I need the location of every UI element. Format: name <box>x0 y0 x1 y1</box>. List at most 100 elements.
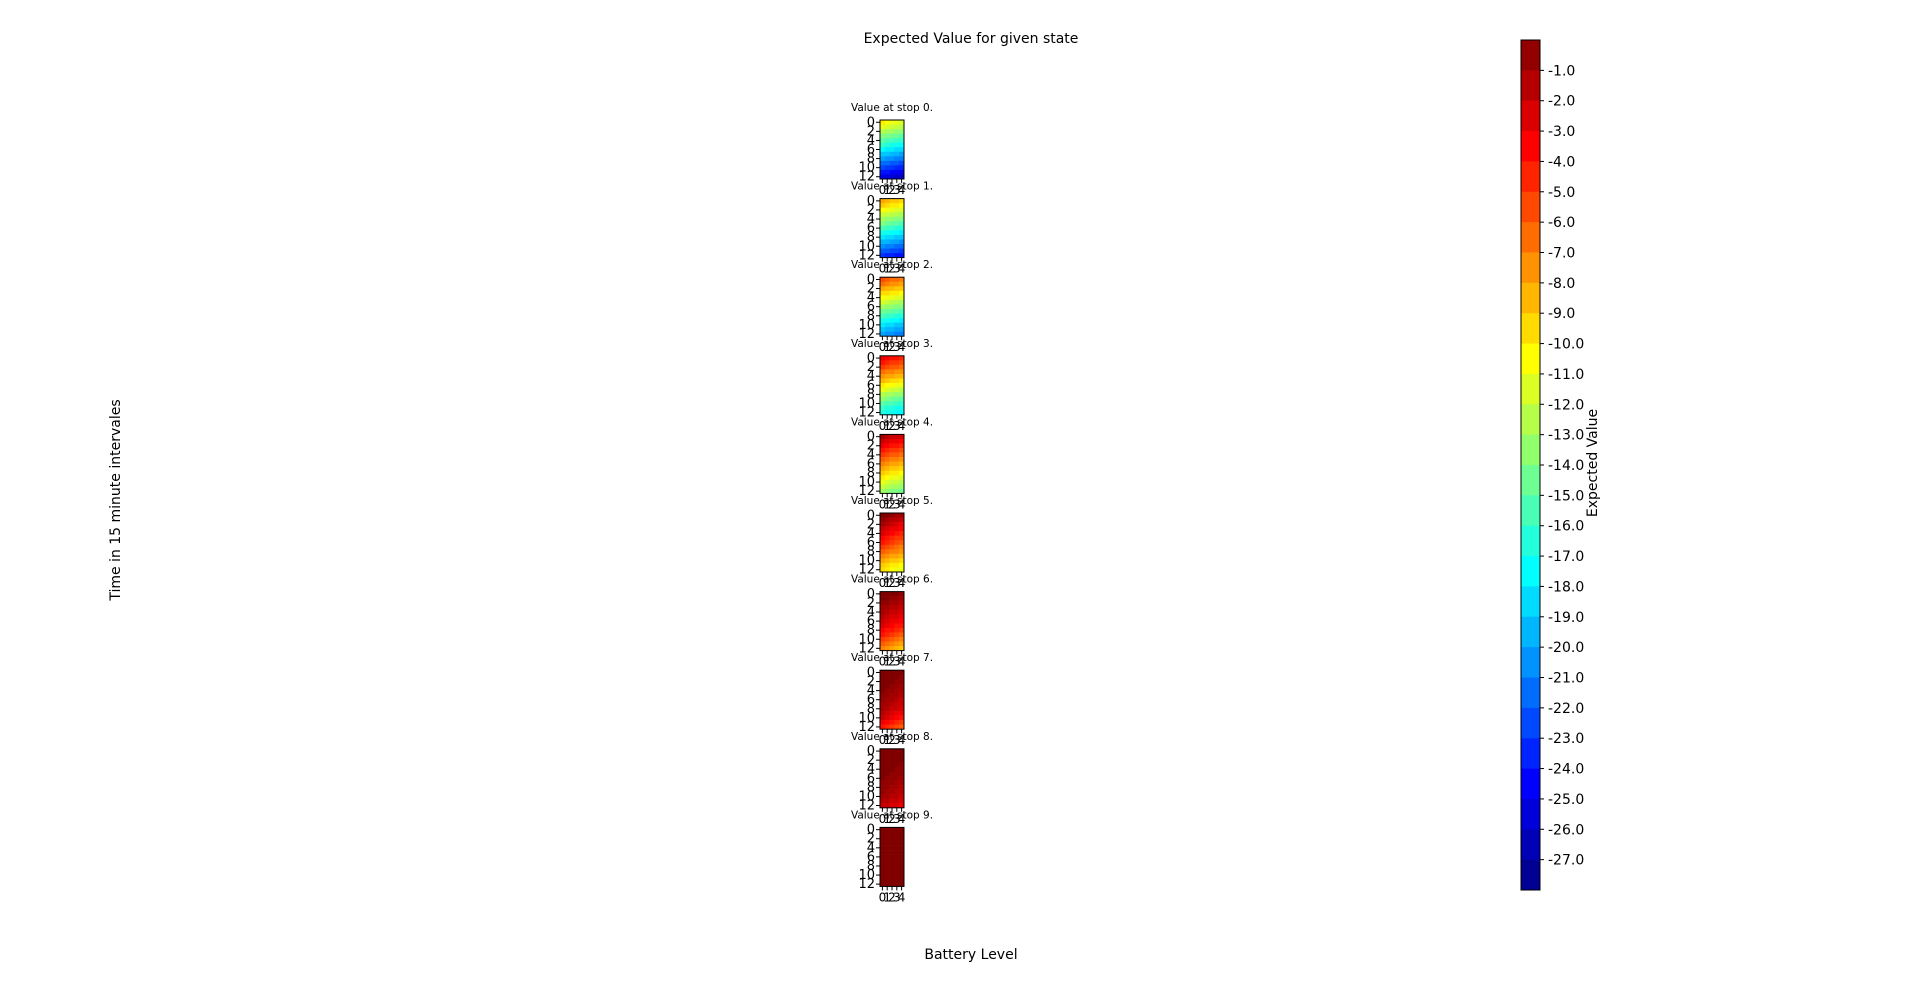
colorbar-segment <box>1521 616 1540 648</box>
heatmap-cell <box>894 147 900 153</box>
colorbar-label: Expected Value <box>1585 409 1601 517</box>
heatmap-cell <box>899 646 905 651</box>
heatmap-cell <box>884 410 890 416</box>
y-tick-label: 4 <box>867 605 875 620</box>
heatmap-cell <box>880 526 886 532</box>
heatmap-cell <box>880 401 886 407</box>
x-tick-label: 1 <box>883 812 891 826</box>
heatmap-cell <box>880 253 886 258</box>
x-tick-label: 1 <box>883 419 891 433</box>
heatmap-cell <box>894 753 900 759</box>
x-tick-label: 0 <box>879 183 887 197</box>
heatmap-cell <box>889 318 895 323</box>
panel-title: Value at stop 7. <box>851 652 933 664</box>
heatmap-cell <box>899 230 905 236</box>
heatmap-cell <box>889 531 895 536</box>
y-tick-label: 10 <box>858 239 875 254</box>
heatmap-cell <box>894 461 900 467</box>
y-tick-label: 0 <box>867 823 875 838</box>
heatmap-cell <box>899 766 905 772</box>
heatmap-cell <box>884 859 890 865</box>
heatmap-cell <box>880 239 886 245</box>
heatmap-cell <box>880 327 886 332</box>
heatmap-cell <box>880 683 886 689</box>
heatmap-cell <box>899 540 905 546</box>
heatmap-cell <box>889 517 895 523</box>
heatmap-cell <box>899 331 905 337</box>
heatmap-cell <box>889 872 895 878</box>
heatmap-cell <box>894 836 900 842</box>
heatmap-cell <box>889 160 895 166</box>
heatmap-cell <box>894 881 900 887</box>
heatmap-cell <box>889 766 895 772</box>
heatmap-cell <box>880 142 886 148</box>
heatmap-cell <box>899 443 905 449</box>
y-tick-label: 8 <box>867 230 875 245</box>
heatmap-cell <box>884 225 890 231</box>
x-tick-label: 0 <box>879 576 887 590</box>
heatmap-cell <box>880 522 886 527</box>
x-tick-label: 0 <box>879 812 887 826</box>
heatmap-cell <box>894 627 900 633</box>
heatmap-cell <box>894 609 900 615</box>
heatmap-cell <box>880 850 886 855</box>
heatmap-cell <box>889 313 895 319</box>
heatmap-cell <box>894 646 900 651</box>
x-tick-label: 3 <box>893 262 901 276</box>
colorbar-tick-label: -24.0 <box>1548 762 1584 778</box>
heatmap-cell <box>889 299 895 305</box>
heatmap-cell <box>899 290 905 296</box>
heatmap-cell <box>884 216 890 222</box>
heatmap-cell <box>899 129 905 134</box>
heatmap-cell <box>884 692 890 698</box>
x-tick-label: 0 <box>879 655 887 669</box>
heatmap-cell <box>899 771 905 777</box>
panel-title: Value at stop 0. <box>851 102 933 114</box>
heatmap-cell <box>889 549 895 555</box>
heatmap-cell <box>899 221 905 227</box>
colorbar-tick-label: -2.0 <box>1548 94 1575 110</box>
heatmap-cell <box>884 544 890 550</box>
heatmap-cell <box>880 156 886 162</box>
colorbar-tick-label: -14.0 <box>1548 458 1584 474</box>
heatmap-cell <box>889 138 895 143</box>
heatmap-cell <box>884 239 890 245</box>
heatmap-cell <box>889 706 895 712</box>
colorbar-segment <box>1521 798 1540 830</box>
colorbar-segment <box>1521 647 1540 678</box>
heatmap-cell <box>884 124 890 130</box>
heatmap-cell <box>880 711 886 716</box>
heatmap-cell <box>899 364 905 370</box>
heatmap-cell <box>894 798 900 804</box>
heatmap-cell <box>880 562 886 568</box>
heatmap-cell <box>894 859 900 865</box>
y-tick-label: 12 <box>858 799 875 814</box>
heatmap-cell <box>889 854 895 860</box>
y-tick-label: 8 <box>867 309 875 324</box>
heatmap-cell <box>884 331 890 337</box>
heatmap-cell <box>884 614 890 620</box>
heatmap-cell <box>880 147 886 153</box>
heatmap-cell <box>894 369 900 375</box>
heatmap-cell <box>894 457 900 462</box>
heatmap-cell <box>889 544 895 550</box>
heatmap-cell <box>884 711 890 716</box>
heatmap-cell <box>880 803 886 809</box>
figure-title: Expected Value for given state <box>864 31 1079 47</box>
heatmap-cell <box>884 290 890 296</box>
heatmap-cell <box>889 780 895 786</box>
heatmap-cell <box>880 212 886 218</box>
heatmap-cell <box>880 360 886 366</box>
heatmap-cell <box>889 198 895 204</box>
heatmap-cell <box>884 165 890 171</box>
y-tick-label: 0 <box>867 430 875 445</box>
heatmap-cell <box>880 776 886 781</box>
heatmap-cell <box>889 701 895 707</box>
heatmap-cell <box>899 627 905 633</box>
heatmap-cell <box>899 212 905 218</box>
heatmap-cell <box>884 457 890 462</box>
heatmap-cell <box>880 364 886 370</box>
heatmap-cell <box>884 517 890 523</box>
heatmap-cell <box>899 169 905 175</box>
y-tick-label: 4 <box>867 212 875 227</box>
